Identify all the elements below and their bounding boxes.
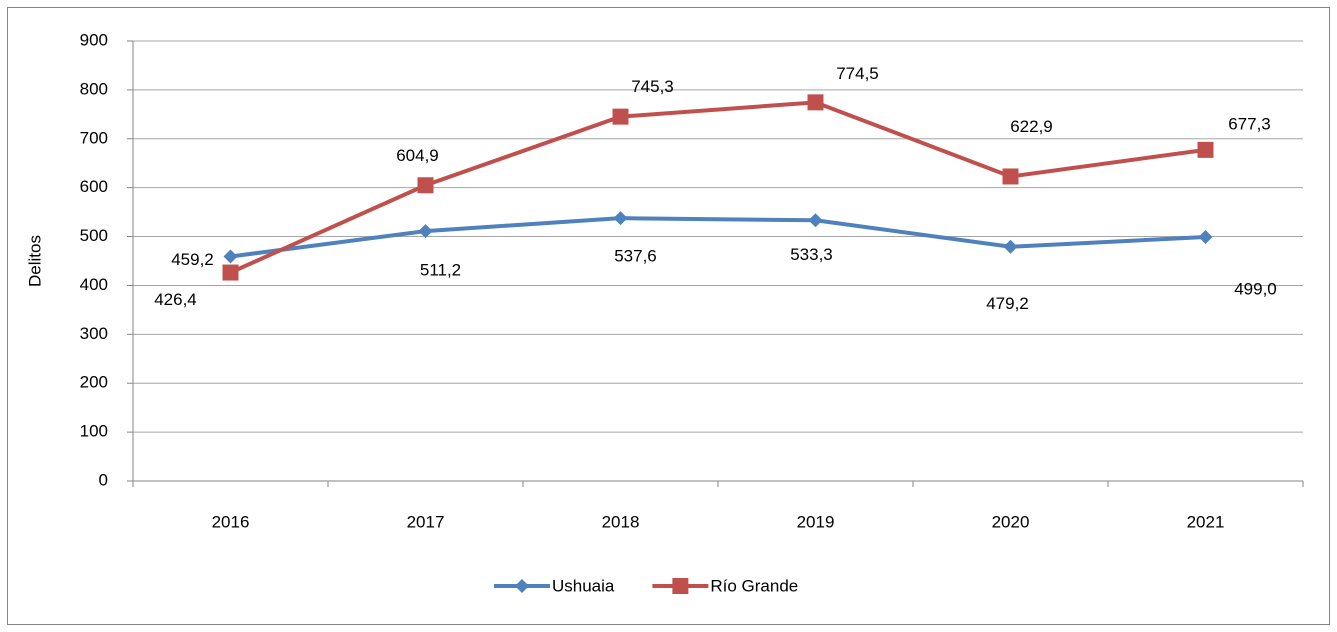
data-point <box>613 211 628 226</box>
data-label: 622,9 <box>1010 117 1053 136</box>
data-point <box>807 94 824 111</box>
data-label: 537,6 <box>614 247 657 266</box>
data-point <box>223 249 238 264</box>
data-label: 479,2 <box>986 294 1029 313</box>
data-label: 677,3 <box>1228 114 1271 133</box>
y-tick-label: 400 <box>80 275 108 294</box>
data-label: 511,2 <box>420 261 461 280</box>
data-label: 459,2 <box>171 250 214 269</box>
data-point <box>1002 168 1019 185</box>
data-label: 774,5 <box>836 64 879 83</box>
data-point <box>808 213 823 228</box>
y-tick-label: 800 <box>80 79 108 98</box>
y-tick-label: 200 <box>80 373 108 392</box>
y-tick-label: 300 <box>80 324 108 343</box>
data-label: 604,9 <box>396 146 439 165</box>
x-tick-label: 2018 <box>602 512 640 531</box>
data-label: 745,3 <box>631 77 674 96</box>
data-label: 533,3 <box>790 245 833 264</box>
x-tick-label: 2019 <box>797 512 835 531</box>
data-point <box>1198 230 1213 245</box>
data-label: 426,4 <box>154 290 197 309</box>
data-point <box>1003 239 1018 254</box>
series-line <box>229 100 1206 275</box>
chart-border <box>7 7 1330 625</box>
y-tick-label: 500 <box>80 226 108 245</box>
y-tick-label: 900 <box>80 30 108 49</box>
x-tick-label: 2021 <box>1187 512 1225 531</box>
y-tick-label: 100 <box>80 422 108 441</box>
legend-marker <box>515 579 529 593</box>
y-tick-label: 700 <box>80 128 108 147</box>
y-axis-label: Delitos <box>25 235 44 287</box>
x-tick-label: 2017 <box>407 512 445 531</box>
y-tick-label: 600 <box>80 177 108 196</box>
series-line <box>230 216 1206 259</box>
data-point <box>1197 141 1214 158</box>
x-tick-label: 2020 <box>992 512 1030 531</box>
legend-label: Río Grande <box>710 576 798 595</box>
legend-label: Ushuaia <box>552 576 615 595</box>
data-point <box>417 177 434 194</box>
data-point <box>418 224 433 239</box>
data-point <box>222 264 239 281</box>
y-tick-label: 0 <box>99 470 108 489</box>
data-label: 499,0 <box>1234 280 1277 299</box>
legend-marker <box>672 578 689 594</box>
data-point <box>612 108 629 125</box>
x-tick-label: 2016 <box>212 512 250 531</box>
